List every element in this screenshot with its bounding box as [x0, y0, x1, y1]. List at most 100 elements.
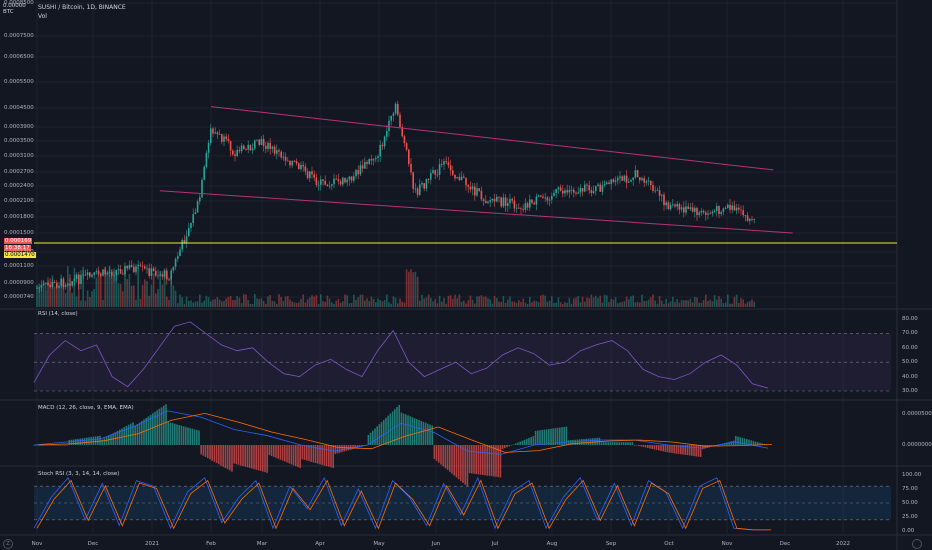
macd-histogram-bar	[442, 445, 444, 467]
macd-histogram-bar	[691, 445, 693, 456]
volume-bar	[317, 303, 320, 307]
candle-body	[504, 197, 507, 206]
candle-body	[509, 198, 511, 204]
settings-icon[interactable]: Z	[3, 539, 13, 549]
macd-histogram-bar	[603, 442, 605, 445]
volume-bar	[181, 297, 183, 307]
candle-body	[667, 202, 670, 210]
volume-bar	[463, 300, 465, 307]
candle-body	[183, 239, 186, 244]
volume-bar	[155, 293, 157, 307]
macd-histogram-bar	[460, 445, 462, 482]
volume-bar	[223, 300, 225, 307]
rsi-title[interactable]: RSI (14, close)	[38, 311, 78, 317]
macd-histogram-bar	[497, 445, 499, 478]
macd-histogram-bar	[600, 442, 603, 445]
candle-body	[113, 275, 115, 277]
macd-histogram-bar	[501, 445, 504, 450]
macd-histogram-bar	[453, 445, 455, 476]
macd-histogram-bar	[614, 442, 616, 445]
macd-histogram-bar	[462, 445, 464, 483]
volume-bar	[326, 295, 329, 307]
macd-histogram-bar	[680, 445, 682, 455]
macd-histogram-bar	[44, 445, 46, 446]
macd-histogram-bar	[642, 445, 645, 447]
macd-histogram-bar	[761, 443, 763, 445]
volume-bar	[243, 294, 245, 307]
candle-body	[405, 143, 408, 150]
macd-histogram-bar	[90, 437, 92, 445]
macd-histogram-bar	[108, 435, 110, 445]
macd-title[interactable]: MACD (12, 26, close, 9, EMA, EMA)	[38, 405, 134, 411]
macd-histogram-bar	[607, 442, 609, 445]
volume-bar	[551, 296, 553, 307]
volume-bar	[183, 303, 186, 307]
volume-bar	[38, 283, 40, 307]
candle-body	[584, 184, 586, 192]
candle-body	[80, 274, 82, 284]
volume-bar	[47, 280, 49, 307]
volume-bar	[247, 300, 249, 307]
candle-body	[38, 287, 40, 289]
volume-bar	[744, 303, 747, 307]
candle-body	[430, 173, 432, 180]
candle-body	[663, 194, 665, 206]
volume-bar	[185, 296, 188, 307]
volume-bar	[733, 296, 736, 307]
rsi-tick-label: 30.00	[902, 388, 918, 394]
candle-body	[652, 184, 654, 191]
macd-histogram-bar	[693, 445, 695, 457]
stoch-tick-label: 75.00	[902, 486, 918, 492]
volume-bar	[280, 296, 282, 307]
volume-bar	[441, 301, 443, 307]
volume-bar	[40, 285, 43, 307]
candle-body	[159, 274, 161, 276]
volume-bar	[575, 297, 577, 307]
volume-bar	[487, 298, 489, 307]
volume-bar	[403, 302, 406, 307]
macd-histogram-bar	[675, 445, 678, 454]
macd-histogram-bar	[169, 422, 172, 445]
candle-body	[493, 198, 496, 202]
macd-histogram-bar	[572, 439, 574, 445]
macd-histogram-bar	[398, 404, 400, 445]
volume-bar	[42, 281, 45, 307]
candle-body	[381, 144, 384, 147]
macd-histogram-bar	[176, 424, 178, 445]
candle-body	[500, 197, 502, 207]
candle-body	[276, 150, 278, 154]
macd-histogram-bar	[594, 438, 596, 445]
candle-body	[614, 180, 617, 182]
volume-bar	[238, 297, 241, 307]
macd-histogram-bar	[512, 444, 515, 446]
macd-histogram-bar	[310, 445, 312, 462]
symbol-title[interactable]: SUSHI / Bitcoin, 1D, BINANCE	[38, 4, 126, 11]
stoch-tick-label: 50.00	[902, 500, 918, 506]
timezone-icon[interactable]	[912, 539, 922, 549]
macd-histogram-bar	[97, 436, 99, 445]
volume-bar	[416, 276, 419, 307]
volume-bar	[568, 297, 571, 307]
candle-body	[575, 192, 577, 194]
stoch-title[interactable]: Stoch RSI (3, 3, 14, 14, close)	[38, 471, 120, 477]
macd-histogram-bar	[251, 445, 253, 469]
macd-histogram-bar	[185, 426, 187, 445]
volume-bar	[392, 296, 395, 307]
price-tick-label: 0.0000900	[4, 280, 34, 286]
macd-histogram-bar	[616, 442, 618, 445]
candle-body	[392, 113, 395, 116]
volume-bar	[520, 302, 522, 307]
macd-histogram-bar	[248, 445, 251, 468]
volume-bar	[359, 294, 362, 307]
volume-bar	[438, 295, 441, 307]
candle-body	[412, 172, 414, 189]
volume-bar	[302, 294, 304, 307]
macd-histogram-bar	[204, 445, 207, 457]
macd-histogram-bar	[563, 426, 565, 445]
volume-bar	[348, 303, 351, 307]
volume-bar	[234, 299, 236, 307]
volume-bar	[229, 296, 232, 307]
volume-bar	[515, 302, 518, 307]
candle-body	[661, 194, 663, 196]
